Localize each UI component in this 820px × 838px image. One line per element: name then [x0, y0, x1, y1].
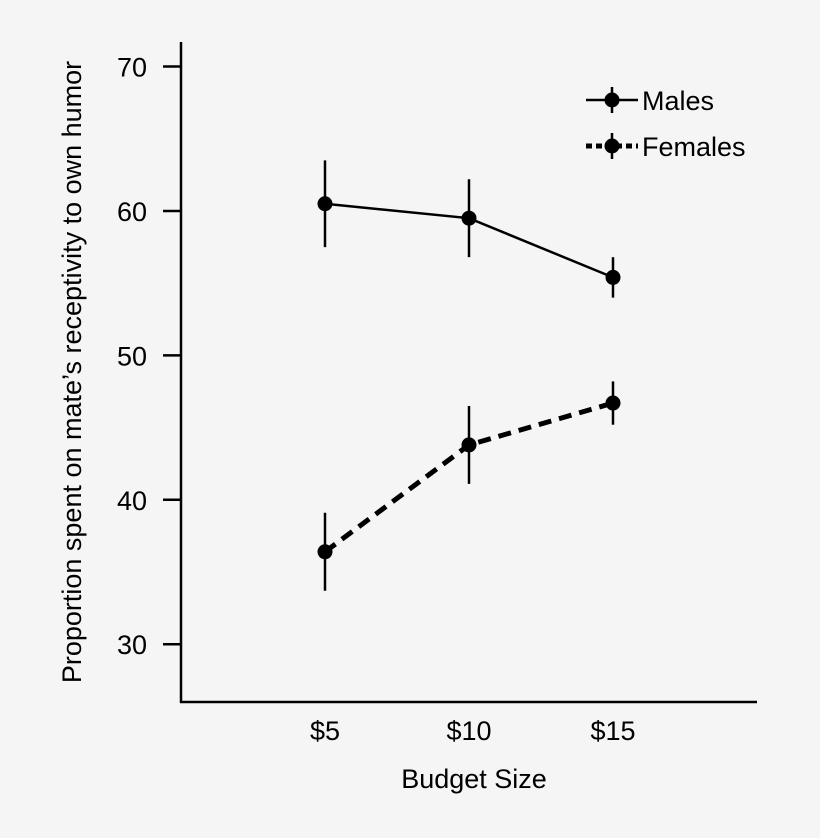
y-tick-label: 50 [117, 341, 147, 371]
legend-label: Females [642, 132, 746, 162]
legend-label: Males [642, 86, 714, 116]
legend-marker [604, 92, 620, 108]
y-tick-label: 30 [117, 630, 147, 660]
x-axis-label: Budget Size [401, 764, 547, 794]
x-tick-label: $5 [310, 716, 340, 746]
y-tick-label: 70 [117, 53, 147, 83]
legend-marker [604, 138, 620, 154]
legend: Males Females [586, 86, 746, 162]
data-point-females [605, 395, 621, 411]
data-point-females [317, 544, 333, 560]
x-tick-label: $15 [590, 716, 635, 746]
data-point-females [461, 437, 477, 453]
y-axis-label: Proportion spent on mate’s receptivity t… [57, 61, 87, 683]
data-point-males [317, 196, 333, 212]
y-tick-label: 60 [117, 197, 147, 227]
x-tick-label: $10 [446, 716, 491, 746]
data-point-males [605, 269, 621, 285]
y-tick-label: 40 [117, 486, 147, 516]
data-point-males [461, 210, 477, 226]
